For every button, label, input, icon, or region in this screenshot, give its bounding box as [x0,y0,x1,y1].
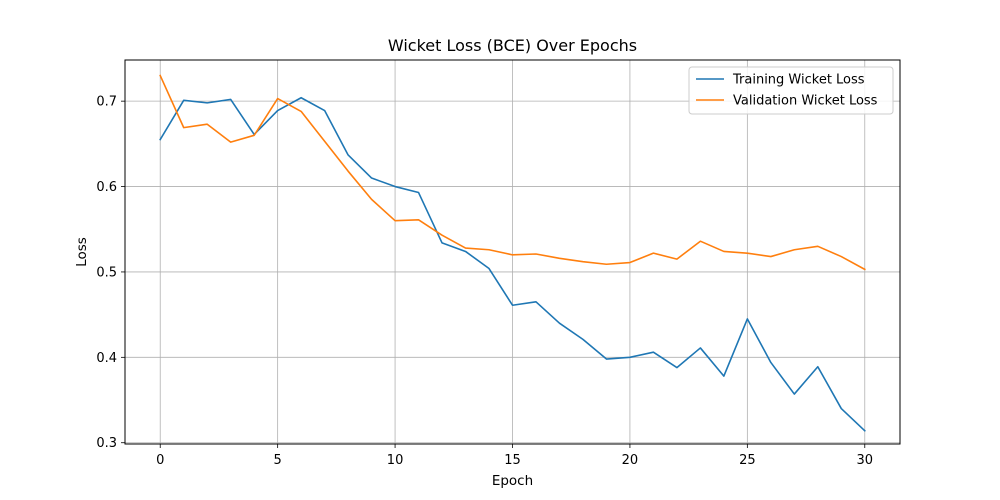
x-axis-label: Epoch [492,473,533,489]
x-tick-label: 25 [739,453,756,468]
x-axis: 0 5 10 15 20 25 30 [156,444,873,468]
chart-title: Wicket Loss (BCE) Over Epochs [388,36,637,55]
legend: Training Wicket Loss Validation Wicket Lo… [688,66,894,115]
x-tick-label: 10 [387,453,404,468]
y-tick-label: 0.4 [96,351,117,366]
y-axis: 0.3 0.4 0.5 0.6 0.7 [96,95,125,451]
series-layer [159,74,866,432]
y-axis-label: Loss [74,237,90,267]
legend-label: Training Wicket Loss [732,73,865,88]
legend-label: Validation Wicket Loss [733,94,878,109]
x-tick-label: 5 [274,453,282,468]
series-line-training [159,96,866,432]
y-tick-label: 0.6 [96,180,117,195]
y-tick-label: 0.5 [96,265,117,280]
x-tick-label: 0 [156,453,164,468]
y-tick-label: 0.3 [96,436,117,451]
x-tick-label: 15 [504,453,521,468]
legend-box [688,66,894,115]
x-tick-label: 30 [856,453,873,468]
series-line-validation [159,74,866,271]
x-tick-label: 20 [622,453,639,468]
y-tick-label: 0.7 [96,95,117,110]
grid [125,60,900,444]
